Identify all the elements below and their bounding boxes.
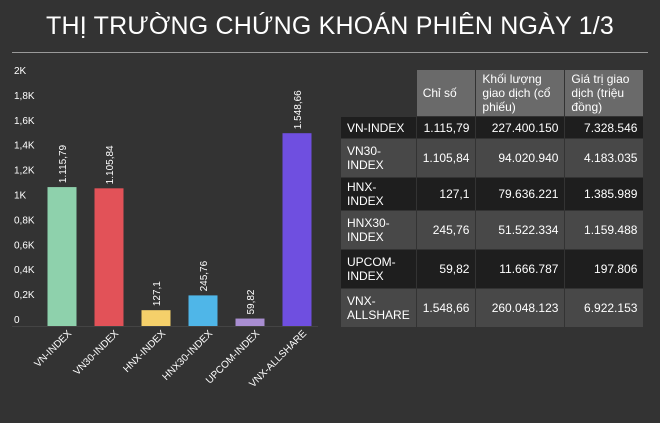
row-volume: 94.020.940 [476,139,565,177]
bar-value-label: 59,82 [246,289,257,314]
bar [141,310,171,326]
bar-value-label: 245,76 [199,260,210,291]
y-tick-label: 1,2K [14,166,35,177]
row-index-name: VN-INDEX [341,117,416,138]
row-trade-value: 6.922.153 [565,289,644,327]
table-header-trade-value: Giá trị giao dịch (triệu đồng) [565,70,644,116]
bar [188,295,218,326]
row-index-name: UPCOM-INDEX [341,250,416,288]
table-row: VN30-INDEX 1.105,84 94.020.940 4.183.035 [341,139,644,177]
y-tick-label: 0,4K [14,265,35,276]
table-header-corner [341,70,416,116]
y-tick-label: 0,6K [14,240,35,251]
y-tick-label: 1,4K [14,141,35,152]
y-tick-label: 0 [14,315,20,326]
table-row: HNX30-INDEX 245,76 51.522.334 1.159.488 [341,211,644,249]
y-tick-label: 0,2K [14,290,35,301]
index-bar-chart: 0 0,2K 0,4K 0,6K 0,8K 1K 1,2K 1,4K 1,6K 1,8K 2K 1.1… [12,66,318,390]
row-index-name: VNX-ALLSHARE [341,289,416,327]
row-index-value: 59,82 [416,250,476,288]
row-index-name: HNX-INDEX [341,178,416,210]
row-trade-value: 197.806 [565,250,644,288]
y-tick-label: 1,6K [14,116,35,127]
table-header-volume: Khối lượng giao dịch (cổ phiếu) [476,70,565,116]
bar [47,187,77,326]
row-index-value: 1.105,84 [416,139,476,177]
table-row: VN-INDEX 1.115,79 227.400.150 7.328.546 [341,117,644,138]
y-tick-label: 2K [14,66,27,77]
row-index-name: VN30-INDEX [341,139,416,177]
row-volume: 51.522.334 [476,211,565,249]
table-row: HNX-INDEX 127,1 79.636.221 1.385.989 [341,178,644,210]
row-volume: 11.666.787 [476,250,565,288]
y-tick-label: 0,8K [14,215,35,226]
market-stats-table: Chỉ số Khối lượng giao dịch (cổ phiếu) G… [340,69,644,328]
row-index-value: 1.548,66 [416,289,476,327]
title-divider [12,52,648,53]
row-volume: 79.636.221 [476,178,565,210]
table-row: VNX-ALLSHARE 1.548,66 260.048.123 6.922.… [341,289,644,327]
bar-value-label: 127,1 [152,281,163,306]
row-index-name: HNX30-INDEX [341,211,416,249]
bar [282,133,312,326]
row-index-value: 245,76 [416,211,476,249]
row-trade-value: 4.183.035 [565,139,644,177]
row-index-value: 1.115,79 [416,117,476,138]
bar-value-label: 1.105,84 [105,145,116,184]
row-trade-value: 1.385.989 [565,178,644,210]
x-tick-label: VN-INDEX [33,328,75,370]
row-trade-value: 1.159.488 [565,211,644,249]
bar-value-label: 1.115,79 [58,144,69,183]
y-tick-label: 1K [14,191,27,202]
row-index-value: 127,1 [416,178,476,210]
row-volume: 227.400.150 [476,117,565,138]
row-volume: 260.048.123 [476,289,565,327]
bar [94,188,124,326]
page-title: THỊ TRƯỜNG CHỨNG KHOÁN PHIÊN NGÀY 1/3 [46,12,614,40]
bar-value-label: 1.548,66 [293,90,304,129]
table-header-row: Chỉ số Khối lượng giao dịch (cổ phiếu) G… [341,70,644,116]
x-tick-label: VN30-INDEX [72,328,122,378]
bar [235,318,265,326]
row-trade-value: 7.328.546 [565,117,644,138]
table-row: UPCOM-INDEX 59,82 11.666.787 197.806 [341,250,644,288]
y-tick-label: 1,8K [14,91,35,102]
x-tick-label: HNX-INDEX [121,328,168,375]
table-header-index-value: Chỉ số [416,70,476,116]
